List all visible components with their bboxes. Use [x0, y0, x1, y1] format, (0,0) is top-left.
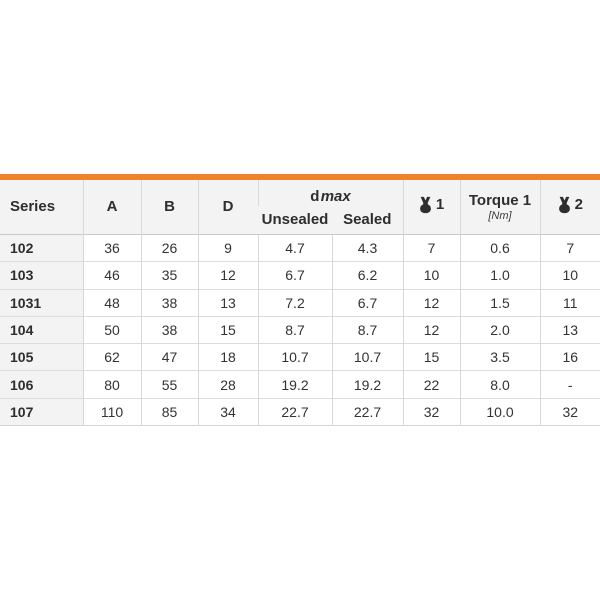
value-cell: 22.7 [257, 397, 332, 426]
spec-table: Series A B D d max 1 Torque [0, 180, 600, 427]
series-cell: 102 [0, 233, 83, 262]
column-header-unsealed: Unsealed [258, 206, 332, 235]
value-cell: 10.7 [331, 343, 403, 371]
value-cell: 26 [140, 233, 198, 262]
value-cell: 55 [140, 370, 198, 399]
value-cell: 22.7 [331, 397, 403, 426]
value-cell: 47 [140, 343, 198, 371]
value-cell: 19.2 [331, 370, 403, 399]
value-cell: 48 [82, 288, 141, 317]
value-cell: 8.0 [459, 370, 540, 399]
value-cell: 4.3 [331, 233, 403, 262]
value-cell: 9 [197, 233, 258, 262]
value-cell: 11 [539, 288, 600, 317]
value-cell: 34 [197, 397, 258, 426]
dmax-label-max: max [320, 187, 351, 205]
value-cell: 0.6 [459, 233, 540, 262]
value-cell: - [539, 370, 600, 399]
value-cell: 80 [82, 370, 141, 399]
wrench-1-number: 1 [435, 196, 445, 214]
column-header-dmax: d max [257, 180, 403, 206]
table-row: 104 50 38 15 8.7 8.7 12 2.0 13 [0, 315, 600, 344]
value-cell: 38 [140, 315, 198, 344]
series-cell: 104 [0, 315, 83, 344]
value-cell: 7.2 [257, 288, 332, 317]
value-cell: 15 [197, 315, 258, 344]
value-cell: 1.5 [459, 288, 540, 317]
series-cell: 106 [0, 370, 83, 399]
value-cell: 2.0 [459, 315, 540, 344]
value-cell: 12 [197, 261, 258, 290]
value-cell: 19.2 [257, 370, 332, 399]
value-cell: 18 [197, 343, 258, 371]
wrench-icon [558, 196, 570, 213]
value-cell: 3.5 [459, 343, 540, 371]
column-header-b: B [140, 180, 198, 235]
accent-bar [0, 174, 600, 180]
value-cell: 13 [539, 315, 600, 344]
value-cell: 50 [82, 315, 141, 344]
value-cell: 85 [140, 397, 198, 426]
table-row: 103 46 35 12 6.7 6.2 10 1.0 10 [0, 261, 600, 290]
value-cell: 7 [539, 233, 600, 262]
value-cell: 38 [140, 288, 198, 317]
column-header-a: A [82, 180, 141, 235]
table-row: 107 110 85 34 22.7 22.7 32 10.0 32 [0, 397, 600, 426]
wrench-2-number: 2 [574, 196, 583, 214]
column-header-series: Series [0, 180, 83, 235]
table-row: 106 80 55 28 19.2 19.2 22 8.0- [0, 370, 600, 399]
column-header-wrench-2: 2 [539, 180, 600, 235]
column-header-sealed: Sealed [332, 206, 403, 235]
torque-unit: [Nm] [488, 209, 512, 222]
table-header: Series A B D d max 1 Torque [0, 180, 600, 235]
column-header-torque: Torque 1 [Nm] [459, 180, 540, 235]
value-cell: 110 [82, 397, 141, 426]
series-cell: 107 [0, 397, 83, 426]
value-cell: 62 [82, 343, 141, 371]
series-cell: 105 [0, 343, 83, 371]
value-cell: 10.7 [257, 343, 332, 371]
value-cell: 6.7 [257, 261, 332, 290]
value-cell: 10 [539, 261, 600, 290]
value-cell: 13 [197, 288, 258, 317]
value-cell: 28 [197, 370, 258, 399]
table-row: 102 36 26 9 4.7 4.3 7 0.6 7 [0, 233, 600, 262]
value-cell: 12 [402, 288, 460, 317]
table-row: 1031 48 38 13 7.2 6.7 12 1.5 11 [0, 288, 600, 317]
value-cell: 12 [402, 315, 460, 344]
value-cell: 1.0 [459, 261, 540, 290]
wrench-icon [419, 196, 431, 213]
dmax-label: d [310, 187, 320, 205]
value-cell: 8.7 [331, 315, 403, 344]
torque-title: Torque 1 [468, 191, 532, 209]
value-cell: 4.7 [257, 233, 332, 262]
value-cell: 36 [82, 233, 141, 262]
value-cell: 32 [539, 397, 600, 426]
column-header-d: D [197, 180, 258, 235]
series-cell: 103 [0, 261, 83, 290]
value-cell: 7 [402, 233, 460, 262]
table-row: 105 62 47 18 10.7 10.7 15 3.5 16 [0, 343, 600, 371]
spec-table-block: Series A B D d max 1 Torque [0, 174, 600, 427]
value-cell: 46 [82, 261, 141, 290]
value-cell: 16 [539, 343, 600, 371]
value-cell: 35 [140, 261, 198, 290]
column-header-wrench-1: 1 [402, 180, 460, 235]
value-cell: 22 [402, 370, 460, 399]
value-cell: 15 [402, 343, 460, 371]
value-cell: 32 [402, 397, 460, 426]
value-cell: 6.7 [331, 288, 403, 317]
table-body: 102 36 26 9 4.7 4.3 7 0.6 7 103 46 35 12 6.7 6.2 10 1.0 1… [0, 233, 600, 426]
value-cell: 10 [402, 261, 460, 290]
value-cell: 10.0 [459, 397, 540, 426]
value-cell: 6.2 [331, 261, 403, 290]
series-cell: 1031 [0, 288, 83, 317]
value-cell: 8.7 [257, 315, 332, 344]
